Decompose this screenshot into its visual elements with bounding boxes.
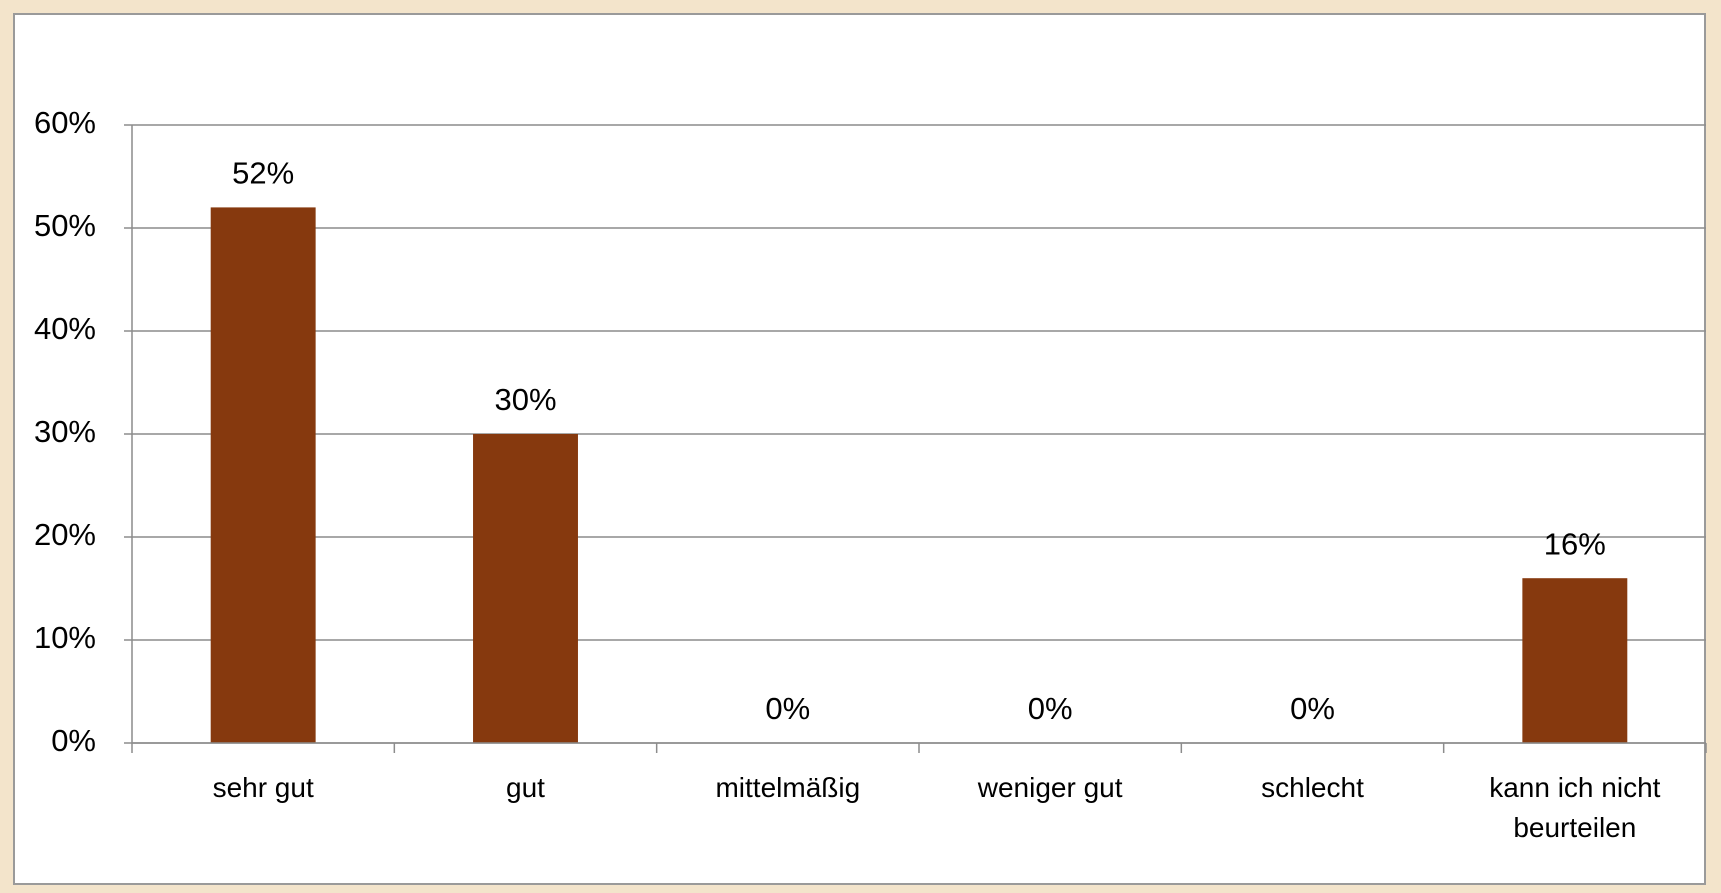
data-label: 52%: [232, 156, 294, 191]
y-tick-label: 10%: [34, 620, 96, 655]
data-label: 0%: [1290, 691, 1335, 726]
data-label: 0%: [765, 691, 810, 726]
y-tick-label: 20%: [34, 517, 96, 552]
bar: [473, 434, 578, 743]
data-label: 30%: [494, 382, 556, 417]
x-tick-label: schlecht: [1261, 772, 1364, 803]
x-tick-label: sehr gut: [212, 772, 314, 803]
x-tick-label: kann ich nicht beurteilen: [1489, 772, 1661, 843]
y-tick-label: 60%: [34, 105, 96, 140]
x-tick-label: gut: [506, 772, 545, 803]
y-tick-label: 50%: [34, 208, 96, 243]
data-label: 16%: [1544, 526, 1606, 561]
y-tick-label: 40%: [34, 311, 96, 346]
bar: [210, 207, 316, 743]
x-tick-label: mittelmäßig: [715, 772, 861, 803]
y-tick-label: 30%: [34, 414, 96, 449]
data-label: 0%: [1028, 691, 1073, 726]
y-tick-label: 0%: [51, 723, 96, 758]
bar: [1522, 578, 1628, 743]
x-tick-label: weniger gut: [977, 772, 1123, 803]
